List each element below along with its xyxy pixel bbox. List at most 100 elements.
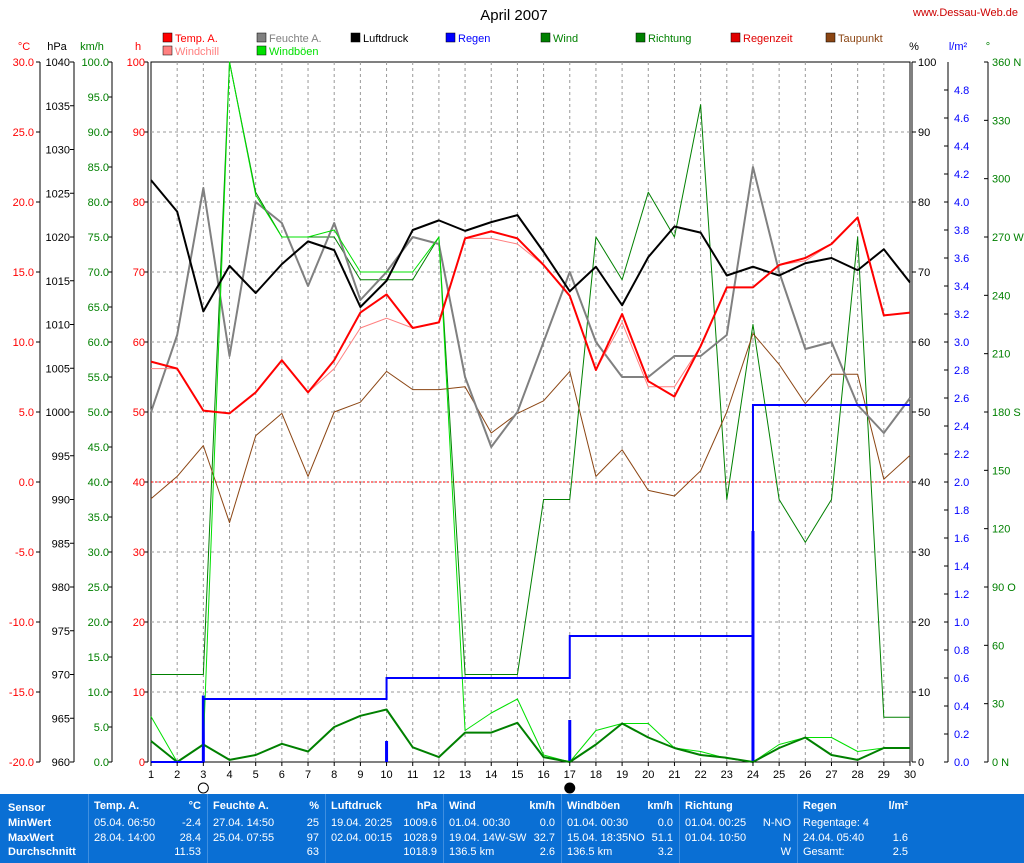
wind-line xyxy=(150,708,910,763)
site-link[interactable]: www.Dessau-Web.de xyxy=(912,7,1018,19)
rain-tick-label: 1.6 xyxy=(954,533,969,545)
rain-tick-label: 2.0 xyxy=(954,477,969,489)
stats-max-value: 28.4 xyxy=(179,832,201,844)
wind-tick-label: 35.0 xyxy=(88,512,109,524)
legend-swatch xyxy=(730,32,741,43)
stats-block-unit: hPa xyxy=(416,800,437,812)
temp-tick-label: 30.0 xyxy=(13,57,34,69)
direction-tick-label: 360 N xyxy=(992,57,1021,69)
hours-tick-label: 70 xyxy=(133,267,145,279)
stats-separator xyxy=(679,794,680,863)
temp-unit-label: °C xyxy=(18,41,30,53)
rain-tick-label: 0.8 xyxy=(954,645,969,657)
stats-max-when: 15.04. 18:35NO xyxy=(567,832,645,844)
series-layer xyxy=(150,61,911,763)
hours-tick-label: 100 xyxy=(127,57,145,69)
temp-tick-label: -15.0 xyxy=(9,687,34,699)
direction-tick-label: 210 xyxy=(992,349,1010,361)
direction-tick-label: 120 xyxy=(992,524,1010,536)
pressure-tick-label: 960 xyxy=(52,757,70,769)
stats-separator xyxy=(207,794,208,863)
x-tick-label: 6 xyxy=(279,769,285,781)
stats-min-when: 27.04. 14:50 xyxy=(213,817,275,829)
legend-swatch xyxy=(162,32,173,43)
stats-row-labels: Sensor MinWert MaxWert Durchschnitt xyxy=(0,794,88,863)
hours-tick-label: 60 xyxy=(133,337,145,349)
pressure-tick-label: 995 xyxy=(52,451,70,463)
direction-tick-label: 150 xyxy=(992,465,1010,477)
legend-label: Taupunkt xyxy=(838,33,883,45)
stats-row-label: Durchschnitt xyxy=(8,846,76,858)
x-tick-label: 13 xyxy=(459,769,471,781)
pressure-tick-label: 1000 xyxy=(46,407,70,419)
stats-avg-value: 1018.9 xyxy=(403,846,437,858)
stats-min-value: -2.4 xyxy=(182,817,201,829)
percent-tick-label: 80 xyxy=(918,197,930,209)
stats-max-when: 24.04. 05:40 xyxy=(803,832,865,844)
legend-label: Regen xyxy=(458,33,490,45)
x-tick-label: 4 xyxy=(226,769,232,781)
wind-tick-label: 30.0 xyxy=(88,547,109,559)
stats-row-label: MinWert xyxy=(8,817,52,829)
pressure-tick-label: 980 xyxy=(52,582,70,594)
stats-min-value: 0.0 xyxy=(539,817,555,829)
x-tick-label: 15 xyxy=(511,769,523,781)
x-tick-label: 1 xyxy=(148,769,154,781)
rain-tick-label: 4.6 xyxy=(954,113,969,125)
stats-avg-value: 2.5 xyxy=(892,846,908,858)
stats-min-value: N-NO xyxy=(762,817,791,829)
x-tick-label: 16 xyxy=(537,769,549,781)
x-tick-label: 7 xyxy=(305,769,311,781)
stats-separator xyxy=(797,794,798,863)
pressure-tick-label: 1005 xyxy=(46,363,70,375)
pressure-tick-label: 1010 xyxy=(46,320,70,332)
stats-min-when: 19.04. 20:25 xyxy=(331,817,393,829)
direction-tick-label: 60 xyxy=(992,640,1004,652)
wind-tick-label: 10.0 xyxy=(88,687,109,699)
x-tick-label: 30 xyxy=(904,769,916,781)
x-tick-label: 20 xyxy=(642,769,654,781)
rain-line xyxy=(151,404,910,763)
hours-tick-label: 30 xyxy=(133,547,145,559)
rain-tick-label: 1.2 xyxy=(954,589,969,601)
temp-tick-label: -5.0 xyxy=(15,547,34,559)
x-tick-label: 3 xyxy=(200,769,206,781)
wind-tick-label: 80.0 xyxy=(88,197,109,209)
x-tick-label: 24 xyxy=(747,769,759,781)
stats-avg-when: Gesamt: xyxy=(803,846,845,858)
stats-max-when: 02.04. 00:15 xyxy=(331,832,393,844)
stats-block-title: Luftdruck xyxy=(331,800,382,812)
stats-avg-value: 2.6 xyxy=(539,846,555,858)
rain-tick-label: 1.8 xyxy=(954,505,969,517)
rain-tick-label: 4.4 xyxy=(954,141,969,153)
legend: Temp. A. Feuchte A. Luftdruck Regen Wind Rich… xyxy=(162,32,883,58)
rain-tick-label: 1.4 xyxy=(954,561,969,573)
new-moon-icon xyxy=(564,782,576,794)
rain-unit-label: l/m² xyxy=(949,41,968,53)
legend-swatch xyxy=(445,32,456,43)
legend-swatch xyxy=(350,32,361,43)
temp-tick-label: 5.0 xyxy=(19,407,34,419)
stats-block: Windböen km/h 01.04. 00:30 0.0 15.04. 18:35N… xyxy=(561,794,679,863)
rain-tick-label: 3.0 xyxy=(954,337,969,349)
stats-min-when: 01.04. 00:30 xyxy=(449,817,511,829)
legend-label: Windböen xyxy=(269,46,319,58)
temp-tick-label: 15.0 xyxy=(13,267,34,279)
rain-tick-label: 2.8 xyxy=(954,365,969,377)
stats-avg-value: 63 xyxy=(306,846,319,858)
x-tick-label: 10 xyxy=(380,769,392,781)
x-tick-label: 26 xyxy=(799,769,811,781)
stats-max-value: 1028.9 xyxy=(403,832,437,844)
stats-max-value: N xyxy=(783,832,791,844)
percent-tick-label: 70 xyxy=(918,267,930,279)
stats-avg-value: 11.53 xyxy=(174,846,201,858)
direction-tick-label: 90 O xyxy=(992,582,1016,594)
stats-block-title: Regen xyxy=(803,800,837,812)
rain-tick-label: 0.6 xyxy=(954,673,969,685)
x-tick-label: 11 xyxy=(407,769,418,781)
stats-panel: Sensor MinWert MaxWert Durchschnitt Temp. A.… xyxy=(0,794,1024,863)
hours-tick-label: 10 xyxy=(133,687,145,699)
wind-tick-label: 5.0 xyxy=(94,722,109,734)
dewpoint-line xyxy=(150,333,911,524)
rain-tick-label: 0.4 xyxy=(954,701,969,713)
